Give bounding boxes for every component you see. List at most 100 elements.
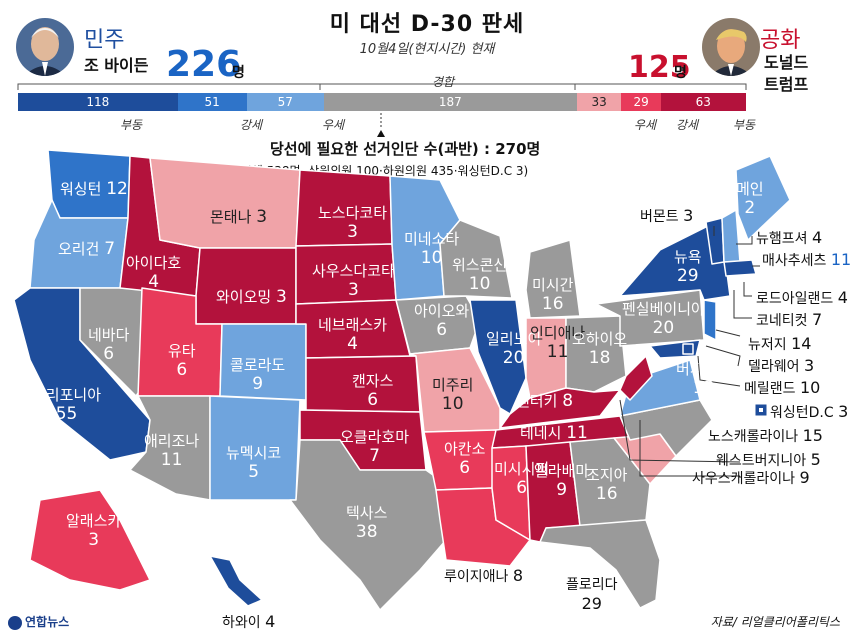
date-subtitle: 10월4일(현지시간) 현재	[359, 42, 495, 57]
label-minnesota: 미네소타 10	[404, 230, 460, 268]
callout-west-virginia: 웨스트버지니아 5	[716, 450, 821, 469]
state-florida	[539, 519, 661, 609]
state-wisconsin	[439, 219, 513, 299]
label-pennsylvania: 펜실베이니아 20	[622, 300, 705, 338]
callout-connecticut: 코네티컷 7	[756, 310, 823, 329]
rep-candidate-name: 도널드 트럼프	[764, 52, 808, 96]
state-maine	[735, 155, 791, 241]
label-oregon: 오리건 7	[58, 239, 116, 259]
state-new-mexico	[209, 395, 301, 501]
dem-candidate-name: 조 바이든	[84, 56, 149, 75]
rep-unit: 명	[674, 65, 687, 81]
rep-party-label: 공화	[760, 28, 801, 53]
bar-segment-rep-lean: 33	[576, 93, 622, 111]
label-iowa: 아이오와 6	[414, 302, 470, 340]
callout-south-carolina: 사우스캐롤라이나 9	[692, 468, 810, 487]
rep-total: 125	[628, 50, 691, 85]
bar-brackets	[17, 83, 747, 137]
dem-lean-label: 우세	[322, 118, 345, 132]
state-west-virginia	[619, 355, 653, 401]
callout-massachusetts: 매사추세츠 11	[762, 250, 852, 269]
label-kansas: 캔자스 6	[352, 372, 394, 410]
label-nevada: 네바다 6	[88, 326, 130, 364]
label-mississippi: 미시시피 6	[494, 460, 550, 498]
label-washington: 워싱턴 12	[60, 179, 128, 199]
rep-candidate-line1: 도널드	[764, 53, 809, 72]
page-title: 미 대선 D-30 판세	[329, 12, 525, 37]
label-hawaii: 하와이 4	[222, 612, 276, 631]
label-texas: 텍사스 38	[346, 504, 388, 542]
label-wisconsin: 위스콘신 10	[452, 256, 508, 294]
dem-unit: 명	[232, 65, 245, 81]
label-maine: 메인 2	[736, 180, 764, 218]
rep-solid-label: 부동	[733, 118, 756, 132]
label-missouri: 미주리 10	[432, 376, 474, 414]
label-arizona: 애리조나 11	[144, 432, 200, 470]
label-montana: 몬태나 3	[210, 207, 268, 227]
dem-party-label: 민주	[84, 28, 125, 53]
dem-solid-label: 부동	[120, 118, 143, 132]
label-south-dakota: 사우스다코타 3	[312, 262, 395, 300]
state-massachusetts	[723, 259, 757, 277]
label-alaska: 알래스카 3	[66, 512, 122, 550]
electoral-vote-bar: 118 51 57 187 33 29 63	[18, 93, 746, 111]
state-alaska	[29, 489, 151, 591]
source-text: 자료/ 리얼클리어폴리틱스	[710, 615, 840, 629]
label-oklahoma: 오클라호마 7	[340, 428, 410, 466]
label-utah: 유타 6	[168, 342, 196, 380]
label-new-york: 뉴욕 29	[674, 248, 702, 286]
rep-likely-label: 강세	[676, 118, 699, 132]
callout-maryland: 메릴랜드 10	[744, 378, 821, 397]
callout-vermont: 버몬트 3	[640, 206, 694, 225]
state-new-jersey	[703, 299, 717, 341]
state-texas	[289, 439, 447, 611]
label-illinois: 일리노이 20	[486, 330, 542, 368]
label-kentucky: 켄터키 8	[516, 391, 574, 411]
bar-segment-rep-likely: 29	[621, 93, 661, 111]
label-colorado: 콜로라도 9	[230, 356, 286, 394]
label-new-mexico: 뉴멕시코 5	[226, 444, 282, 482]
state-kentucky	[499, 387, 621, 429]
label-nebraska: 네브래스카 4	[318, 316, 388, 354]
label-wyoming: 와이오밍 3	[216, 287, 287, 307]
dc-marker	[682, 343, 694, 355]
label-indiana: 인디애나 11	[530, 324, 586, 362]
state-pennsylvania	[595, 289, 705, 347]
tossup-label: 경합	[432, 75, 455, 89]
label-florida: 플로리다 29	[566, 577, 618, 613]
callout-dc: 워싱턴D.C 3	[770, 402, 849, 421]
dem-total: 226	[166, 44, 242, 85]
bar-segment-dem-likely: 51	[177, 93, 247, 111]
label-virginia: 버지니아 13	[676, 360, 732, 398]
bar-segment-dem-solid: 118	[18, 93, 178, 111]
dem-likely-label: 강세	[240, 118, 263, 132]
label-california: 캘리포니아 55	[32, 386, 102, 424]
state-michigan	[525, 239, 581, 319]
label-alabama: 앨라배마 9	[534, 462, 590, 500]
state-virginia	[619, 359, 701, 417]
label-georgia: 조지아 16	[586, 466, 628, 504]
trump-portrait	[702, 18, 760, 76]
label-michigan: 미시간 16	[532, 276, 574, 314]
bar-segment-tossup: 187	[323, 93, 577, 111]
state-wyoming	[195, 247, 297, 325]
state-hawaii	[209, 555, 263, 607]
callout-new-hampshire: 뉴햄프셔 4	[756, 228, 823, 247]
state-new-york	[619, 219, 731, 301]
bar-segment-dem-lean: 57	[246, 93, 324, 111]
biden-portrait	[16, 18, 74, 76]
rep-lean-label: 우세	[634, 118, 657, 132]
label-louisiana: 루이지애나 8	[444, 566, 524, 585]
callout-delaware: 델라웨어 3	[748, 356, 815, 375]
callout-new-jersey: 뉴저지 14	[748, 334, 812, 353]
state-mississippi	[491, 445, 531, 541]
label-arkansas: 아칸소 6	[444, 440, 486, 478]
state-ohio	[565, 315, 627, 393]
callout-north-carolina: 노스캐롤라이나 15	[708, 426, 823, 445]
rep-candidate-line2: 트럼프	[764, 75, 809, 94]
label-ohio: 오하이오 18	[572, 330, 628, 368]
label-tennessee: 테네시 11	[520, 423, 588, 443]
label-north-dakota: 노스다코타 3	[318, 204, 388, 242]
state-montana	[149, 157, 301, 249]
